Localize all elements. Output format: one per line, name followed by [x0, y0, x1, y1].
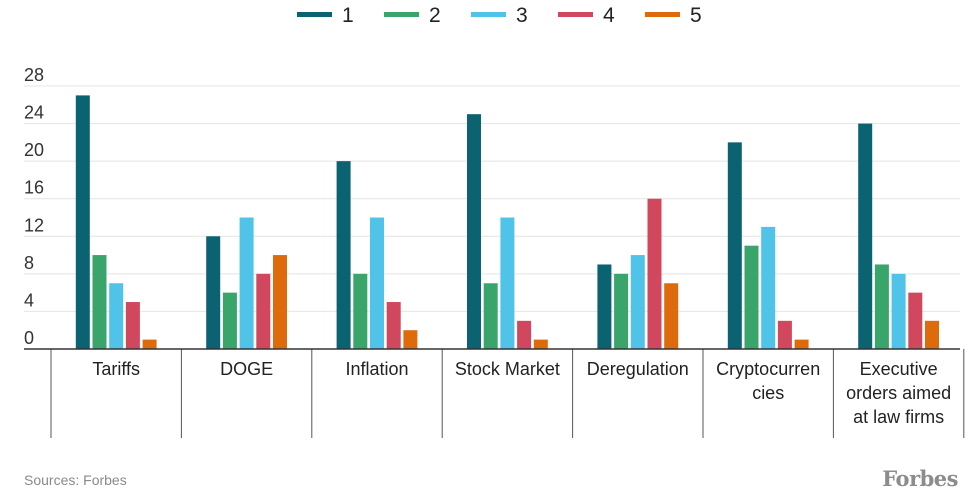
legend-label: 4 — [603, 4, 615, 27]
bar — [206, 236, 221, 349]
x-tick-label: Deregulation — [587, 359, 689, 379]
bar — [92, 255, 107, 349]
bar — [353, 273, 368, 349]
legend-swatch — [645, 12, 680, 17]
x-tick-label: DOGE — [220, 359, 273, 379]
bar — [533, 339, 548, 349]
bar — [500, 217, 515, 349]
x-tick-label: Tariffs — [92, 359, 140, 379]
y-tick-label: 12 — [24, 215, 44, 235]
bar — [794, 339, 809, 349]
bar — [925, 320, 939, 349]
y-tick-label: 20 — [24, 140, 44, 160]
y-tick-label: 16 — [24, 178, 44, 198]
bar — [517, 320, 532, 349]
bar — [75, 95, 90, 350]
legend-swatch — [297, 12, 332, 17]
y-tick-label: 24 — [24, 103, 44, 123]
bar — [647, 198, 662, 349]
y-tick-label: 0 — [24, 328, 34, 348]
legend-label: 3 — [516, 4, 528, 27]
legend-label: 2 — [429, 4, 441, 27]
forbes-logo: Forbes — [882, 466, 958, 491]
bar — [744, 245, 759, 349]
x-tick-label: at law firms — [853, 407, 944, 427]
bar — [403, 330, 418, 349]
bar — [273, 255, 287, 349]
bar — [483, 283, 498, 349]
bar — [239, 217, 254, 349]
bar — [858, 123, 873, 349]
bar — [891, 273, 906, 349]
x-tick-label: Inflation — [345, 359, 408, 379]
bar — [467, 114, 481, 349]
bar — [874, 264, 889, 349]
legend-label: 1 — [342, 4, 354, 27]
bar — [630, 255, 645, 349]
legend-swatch — [384, 12, 419, 17]
source-note: Sources: Forbes — [24, 472, 127, 488]
y-tick-label: 28 — [24, 65, 44, 85]
bar — [336, 161, 351, 349]
y-tick-label: 8 — [24, 253, 34, 273]
x-tick-label: Stock Market — [455, 359, 560, 379]
bar-chart: 0 4 8 12 16 20 24 28 Tariffs DOGE Inflation Stock M… — [24, 65, 965, 438]
x-tick-label: orders aimed — [846, 383, 951, 403]
x-tick-label: cies — [752, 383, 784, 403]
bar — [908, 292, 923, 349]
bar — [256, 273, 271, 349]
bar — [777, 320, 792, 349]
bar — [222, 292, 237, 349]
bar — [370, 217, 384, 349]
bar — [386, 302, 401, 349]
y-tick-label: 4 — [24, 290, 34, 310]
bar — [142, 339, 157, 349]
x-tick-label: Executive — [860, 359, 938, 379]
x-tick-label: Cryptocurren — [716, 359, 820, 379]
chart-legend: 1 2 3 4 5 — [297, 4, 702, 27]
bar — [727, 142, 742, 349]
legend-swatch — [558, 12, 593, 17]
bar — [597, 264, 612, 349]
legend-swatch — [471, 12, 506, 17]
legend-label: 5 — [690, 4, 702, 27]
bar — [109, 283, 124, 349]
bar — [761, 226, 776, 349]
bar — [614, 273, 629, 349]
bar — [664, 283, 679, 349]
bar — [125, 302, 140, 349]
